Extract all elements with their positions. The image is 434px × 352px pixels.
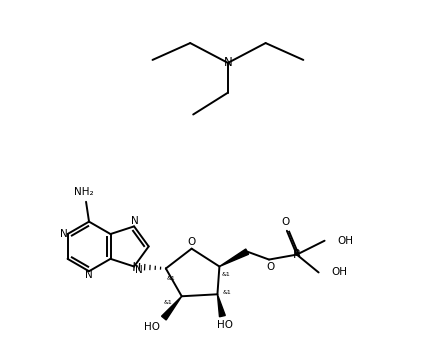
- Polygon shape: [219, 249, 248, 266]
- Text: OH: OH: [331, 268, 347, 277]
- Text: &1: &1: [221, 272, 230, 277]
- Text: N: N: [131, 216, 138, 226]
- Text: OH: OH: [337, 236, 353, 246]
- Text: &1: &1: [163, 300, 172, 305]
- Text: HO: HO: [144, 322, 160, 332]
- Polygon shape: [161, 296, 181, 320]
- Text: N: N: [135, 265, 143, 276]
- Text: N: N: [223, 56, 232, 69]
- Text: &1: &1: [166, 276, 175, 281]
- Text: N: N: [85, 270, 93, 280]
- Text: O: O: [281, 217, 289, 227]
- Text: &1: &1: [223, 290, 231, 295]
- Text: P: P: [293, 248, 299, 261]
- Text: O: O: [265, 263, 273, 272]
- Text: NH₂: NH₂: [74, 187, 94, 197]
- Text: O: O: [187, 237, 195, 247]
- Text: N: N: [59, 229, 67, 239]
- Text: HO: HO: [217, 320, 233, 330]
- Polygon shape: [217, 294, 225, 317]
